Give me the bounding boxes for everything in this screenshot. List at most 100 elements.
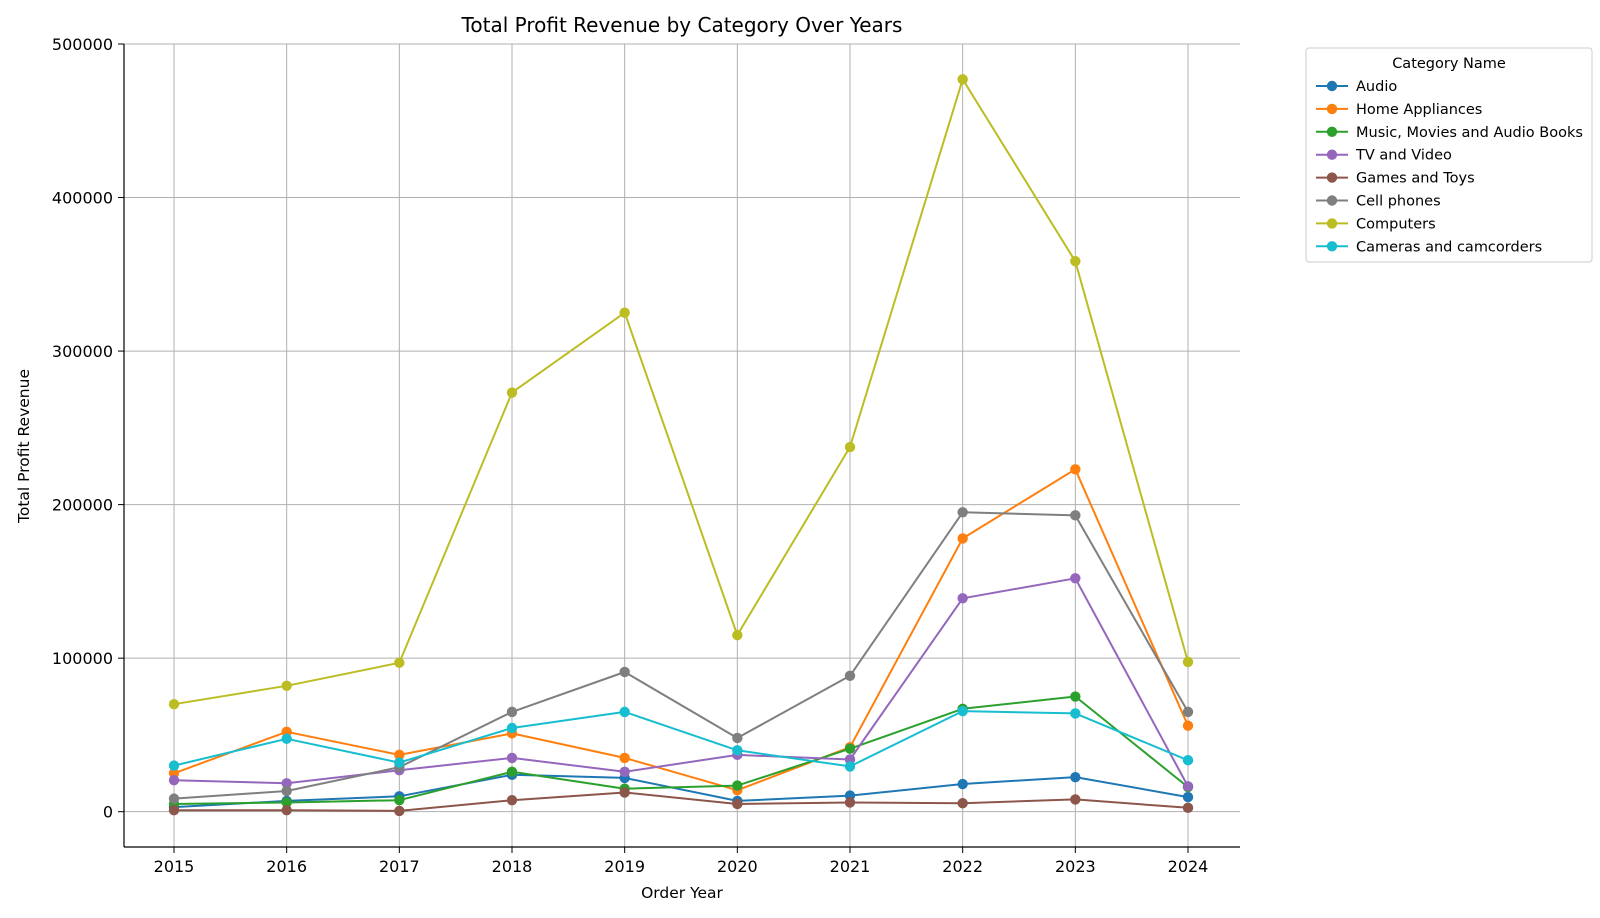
axes-layer: [118, 43, 1240, 853]
legend-item: Computers: [1316, 216, 1436, 232]
data-point: [1182, 802, 1194, 814]
series-line: [173, 468, 1189, 792]
legend-item: Games and Toys: [1316, 171, 1475, 187]
series-cell-phones: [168, 507, 1194, 804]
data-point: [957, 798, 968, 809]
data-point: [1070, 510, 1081, 521]
data-point: [1070, 794, 1081, 805]
legend-item: TV and Video: [1316, 148, 1452, 164]
data-point: [1070, 573, 1081, 584]
x-tick-label: 2024: [1168, 857, 1209, 876]
data-point: [281, 797, 292, 808]
x-tick-label: 2021: [830, 857, 871, 876]
data-point: [844, 761, 856, 772]
legend-item: Audio: [1316, 79, 1397, 95]
data-point: [1070, 708, 1081, 719]
legend-label: Computers: [1356, 216, 1436, 232]
y-tick-label: 0: [103, 803, 113, 822]
data-point: [732, 798, 743, 810]
x-tick-label: 2023: [1055, 857, 1096, 876]
data-point: [844, 670, 856, 682]
legend: Category Name Audio Home Appliances Music,…: [1305, 47, 1593, 263]
x-tick-label: 2017: [379, 857, 420, 876]
data-point: [1070, 691, 1081, 702]
legend-label: Music, Movies and Audio Books: [1356, 125, 1583, 141]
data-point: [1182, 755, 1194, 766]
legend-marker: [1326, 80, 1338, 92]
x-tick-label: 2020: [717, 857, 758, 876]
data-point: [957, 778, 968, 790]
legend-item: Cameras and camcorders: [1316, 239, 1542, 255]
legend-marker: [1326, 149, 1338, 160]
data-point: [844, 797, 856, 808]
y-tick-label: 500000: [52, 35, 113, 54]
data-point: [168, 793, 180, 804]
legend-label: Cameras and camcorders: [1356, 239, 1542, 255]
data-point: [281, 680, 292, 691]
series-line: [173, 695, 1189, 805]
data-point: [957, 533, 968, 544]
legend-marker: [1326, 172, 1338, 183]
data-point: [732, 732, 743, 744]
data-point: [957, 507, 968, 518]
data-point: [506, 706, 518, 718]
series-line: [173, 577, 1189, 787]
series-cameras-and-camcorders: [168, 705, 1194, 772]
data-point: [1182, 656, 1194, 668]
data-point: [168, 760, 180, 771]
data-point: [957, 74, 968, 85]
legend-marker: [1326, 218, 1338, 229]
data-point: [1070, 771, 1081, 783]
series-tv-and-video: [168, 573, 1194, 792]
legend-marker: [1326, 103, 1338, 115]
data-point: [844, 441, 856, 453]
x-tick-label: 2022: [942, 857, 983, 876]
data-point: [1182, 791, 1194, 803]
data-point: [619, 706, 630, 718]
data-point: [619, 787, 630, 798]
tick-labels: 2015 2016 2017 2018 2019 2020 2021 2022 2023 2024…: [52, 35, 1208, 876]
data-point: [506, 766, 518, 777]
x-tick-label: 2019: [604, 857, 645, 876]
data-point: [506, 752, 518, 764]
series-line: [173, 710, 1189, 768]
y-tick-label: 300000: [52, 342, 113, 361]
y-axis-title: Total Profit Revenue: [15, 369, 33, 524]
data-point: [732, 629, 743, 641]
legend-label: TV and Video: [1355, 148, 1452, 164]
y-tick-label: 400000: [52, 189, 113, 208]
x-tick-label: 2015: [154, 857, 195, 876]
grid-layer: [124, 43, 1240, 847]
data-point: [394, 749, 405, 761]
series-computers: [168, 74, 1194, 710]
data-point: [394, 757, 405, 768]
series-layer: [168, 74, 1194, 817]
data-point: [506, 794, 518, 806]
data-point: [506, 387, 518, 398]
data-point: [281, 778, 292, 789]
legend-item: Music, Movies and Audio Books: [1316, 125, 1583, 141]
x-tick-label: 2018: [492, 857, 533, 876]
data-point: [281, 733, 292, 744]
legend-label: Games and Toys: [1356, 171, 1475, 187]
data-point: [1070, 464, 1081, 475]
data-point: [732, 780, 743, 791]
legend-marker: [1326, 126, 1338, 137]
legend-marker: [1326, 241, 1338, 252]
legend-items: Audio Home Appliances Music, Movies and Au…: [1316, 79, 1583, 255]
data-point: [281, 804, 292, 816]
data-point: [957, 705, 968, 717]
series-games-and-toys: [168, 787, 1194, 817]
data-point: [844, 743, 856, 754]
legend-label: Audio: [1356, 79, 1397, 95]
legend-title: Category Name: [1392, 56, 1506, 72]
y-tick-label: 100000: [52, 649, 113, 668]
data-point: [1070, 256, 1081, 267]
data-point: [1182, 720, 1194, 731]
series-line: [173, 78, 1189, 706]
legend-marker: [1326, 195, 1338, 206]
series-line: [173, 773, 1189, 809]
y-tick-label: 200000: [52, 496, 113, 515]
data-point: [1182, 706, 1194, 718]
